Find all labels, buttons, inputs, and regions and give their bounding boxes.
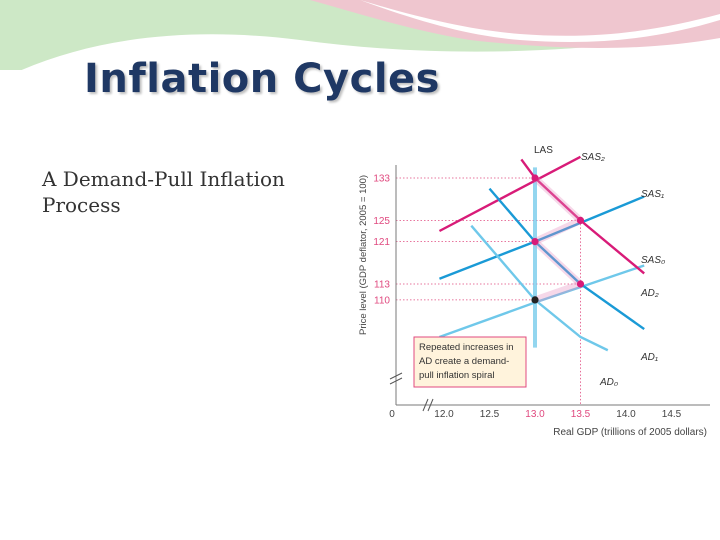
spiral-arrow-2 — [531, 238, 584, 288]
y-axis-label: Price level (GDP deflator, 2005 = 100) — [358, 175, 369, 335]
inflation-chart: 133 125 121 113 110 0 12.0 12.5 13.0 13.5 14.0 14.5… — [358, 145, 710, 438]
spiral-arrow-1 — [531, 280, 584, 304]
label-sas1: SAS₁ — [641, 189, 664, 200]
y-tick-label-133: 133 — [373, 174, 390, 185]
equilibrium-point-110 — [531, 296, 539, 304]
annotation-callout: Repeated increases in AD create a demand… — [413, 336, 527, 388]
y-tick-label-110: 110 — [374, 295, 390, 306]
axis-break-x — [422, 398, 434, 412]
x-tick-label-0: 0 — [389, 409, 395, 420]
annotation-line-1: Repeated increases in — [419, 342, 514, 353]
axis-break-y — [389, 372, 403, 385]
y-tick-label-113: 113 — [374, 280, 390, 291]
annotation-box — [413, 336, 527, 388]
y-tick-label-121: 121 — [373, 237, 390, 248]
slide-body-text: A Demand-Pull Inflation Process — [42, 167, 285, 217]
banner-white-stripe — [360, 0, 720, 42]
label-ad2: AD₂ — [640, 288, 659, 299]
curve-ad0 — [470, 224, 609, 352]
spiral-arrow-3 — [531, 216, 584, 246]
equilibrium-point-113 — [576, 280, 585, 288]
curve-sas2 — [438, 155, 582, 233]
x-tick-label-13-0: 13.0 — [525, 409, 545, 420]
spiral-arrow-4 — [531, 174, 584, 224]
x-tick-label-12-0: 12.0 — [434, 409, 454, 420]
curve-sas0 — [439, 264, 645, 339]
label-ad1: AD₁ — [640, 352, 658, 363]
annotation-line-3: pull inflation spiral — [419, 370, 495, 381]
curve-ad2 — [520, 158, 645, 275]
x-tick-label-13-5: 13.5 — [571, 409, 591, 420]
equilibrium-point-133 — [531, 174, 539, 182]
label-sas0: SAS₀ — [641, 255, 665, 266]
label-las: LAS — [534, 145, 553, 156]
header-banner — [0, 0, 720, 70]
label-ad0: AD₀ — [599, 377, 618, 388]
label-sas2: SAS₂ — [581, 152, 605, 163]
x-tick-label-12-5: 12.5 — [480, 409, 500, 420]
x-tick-label-14-0: 14.0 — [616, 409, 636, 420]
x-tick-label-14-5: 14.5 — [662, 409, 682, 420]
equilibrium-point-121 — [531, 238, 539, 246]
slide-title: Inflation Cycles — [84, 56, 440, 102]
y-tick-label-125: 125 — [373, 216, 390, 227]
annotation-line-2: AD create a demand- — [419, 356, 509, 367]
equilibrium-point-125 — [576, 216, 585, 224]
x-axis-label: Real GDP (trillions of 2005 dollars) — [553, 427, 707, 438]
curve-ad1 — [488, 187, 645, 331]
